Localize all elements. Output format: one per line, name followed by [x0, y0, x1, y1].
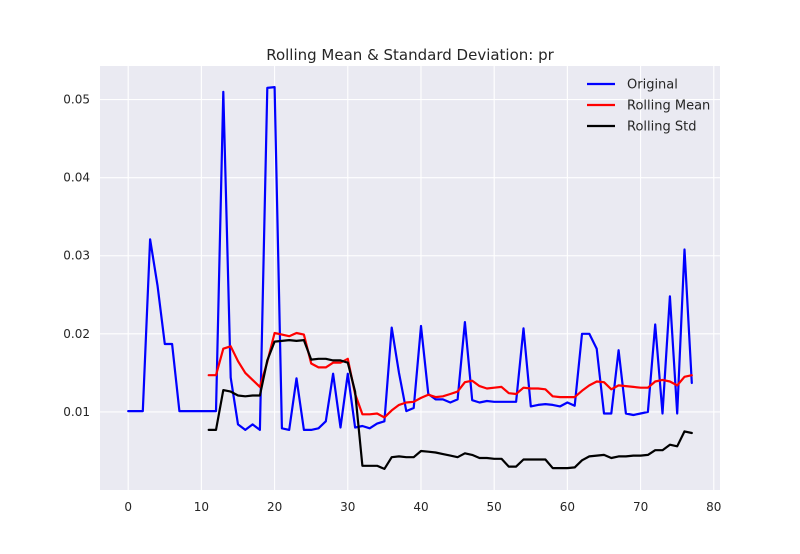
y-axis-ticks: 0.01 0.02 0.03 0.04 0.05: [63, 93, 90, 419]
legend-label: Rolling Mean: [627, 99, 710, 114]
y-tick-label: 0.02: [63, 327, 90, 341]
x-tick-label: 50: [487, 500, 502, 514]
series-line-original: [127, 85, 693, 431]
legend-label: Rolling Std: [627, 120, 696, 135]
legend-label: Original: [627, 78, 678, 93]
y-tick-label: 0.05: [63, 93, 90, 107]
y-tick-label: 0.03: [63, 249, 90, 263]
chart-title: Rolling Mean & Standard Deviation: pr: [266, 46, 554, 64]
x-tick-label: 80: [706, 500, 721, 514]
x-tick-label: 30: [340, 500, 355, 514]
legend: Original Rolling Mean Rolling Std: [587, 78, 710, 135]
y-tick-label: 0.01: [63, 405, 90, 419]
data-series: [127, 85, 693, 470]
x-tick-label: 10: [194, 500, 209, 514]
x-tick-label: 20: [267, 500, 282, 514]
x-axis-ticks: 0 10 20 30 40 50 60 70 80: [124, 500, 721, 514]
series-line-rolling-std: [207, 339, 693, 470]
y-tick-label: 0.04: [63, 171, 90, 185]
plot-area-background: [100, 66, 720, 490]
series-line-rolling-mean: [207, 331, 693, 419]
x-tick-label: 60: [560, 500, 575, 514]
x-tick-label: 70: [633, 500, 648, 514]
x-tick-label: 40: [413, 500, 428, 514]
x-tick-label: 0: [124, 500, 132, 514]
